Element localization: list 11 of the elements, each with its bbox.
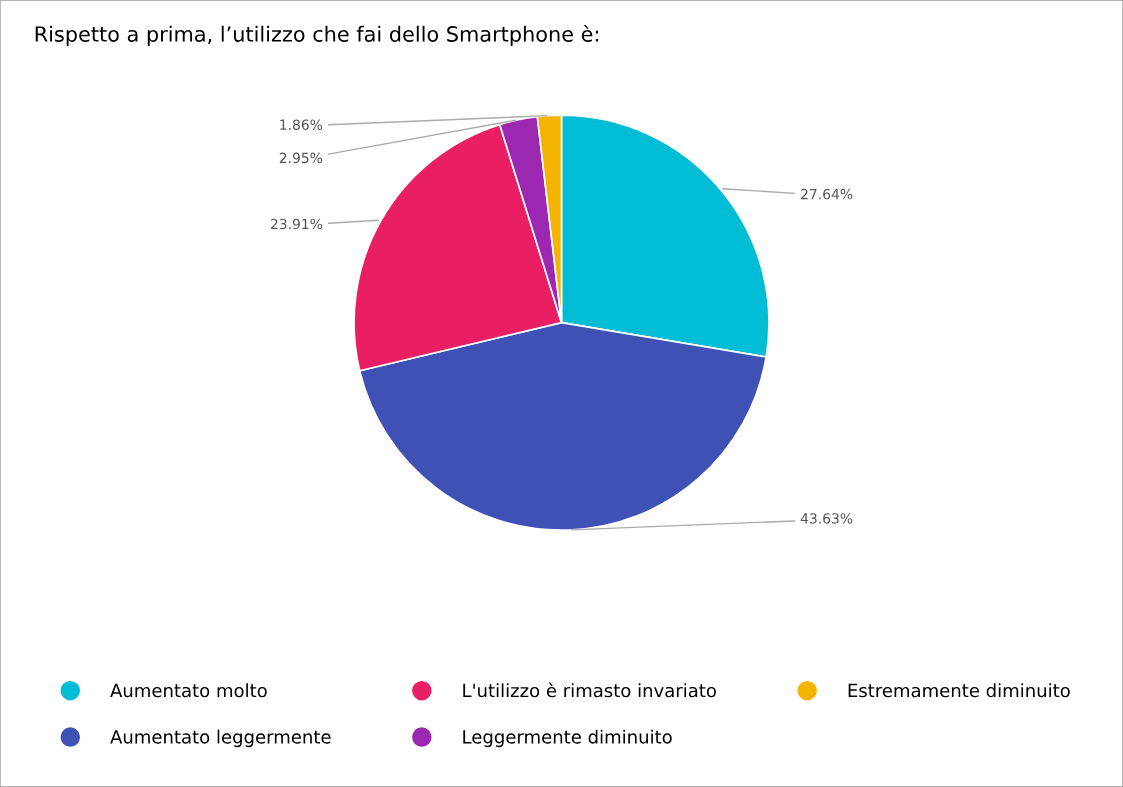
legend-label: L'utilizzo è rimasto invariato xyxy=(463,682,716,698)
legend-label: Estremamente diminuito xyxy=(848,683,1070,698)
legend-label: Aumentato leggermente xyxy=(110,729,331,748)
data-label: 23.91% xyxy=(270,218,323,230)
chart-title: Rispetto a prima, l’utilizzo che fai dello Smartphone è: xyxy=(35,24,599,46)
data-label: 27.64% xyxy=(801,188,853,200)
data-label: 2.95% xyxy=(279,152,323,164)
legend-label: Aumentato molto xyxy=(110,683,267,698)
data-label: 1.86% xyxy=(280,119,323,130)
data-label: 43.63% xyxy=(800,513,853,524)
legend-label: Leggermente diminuito xyxy=(463,729,672,748)
